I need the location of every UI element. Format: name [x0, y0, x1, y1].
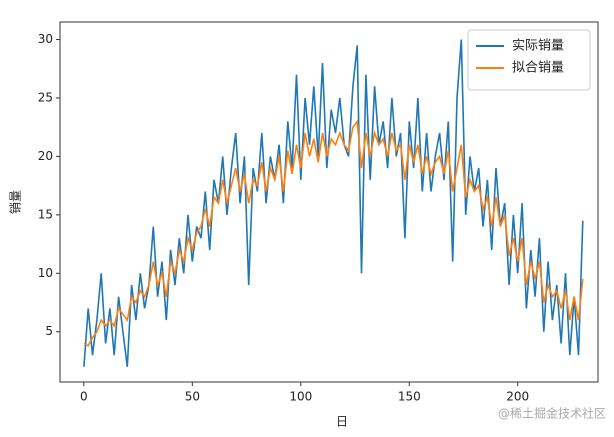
- y-tick-label: 10: [38, 266, 53, 280]
- x-axis-label: 日: [336, 415, 348, 429]
- y-tick-label: 30: [38, 32, 53, 46]
- x-tick-label: 50: [185, 390, 200, 404]
- legend-label: 实际销量: [512, 39, 564, 54]
- y-tick-label: 25: [38, 90, 53, 104]
- legend-label: 拟合销量: [512, 61, 564, 76]
- x-tick-label: 150: [398, 390, 421, 404]
- series-line: [83, 119, 584, 347]
- x-tick-label: 100: [289, 390, 312, 404]
- x-tick-label: 0: [80, 390, 88, 404]
- y-tick-label: 20: [38, 149, 53, 163]
- y-tick-label: 15: [38, 207, 53, 221]
- plot-frame: [59, 21, 599, 383]
- y-tick-label: 5: [45, 324, 53, 338]
- x-tick-label: 200: [506, 390, 529, 404]
- watermark: @稀土掘金技术社区: [498, 406, 606, 421]
- y-axis-label: 销量: [9, 190, 23, 214]
